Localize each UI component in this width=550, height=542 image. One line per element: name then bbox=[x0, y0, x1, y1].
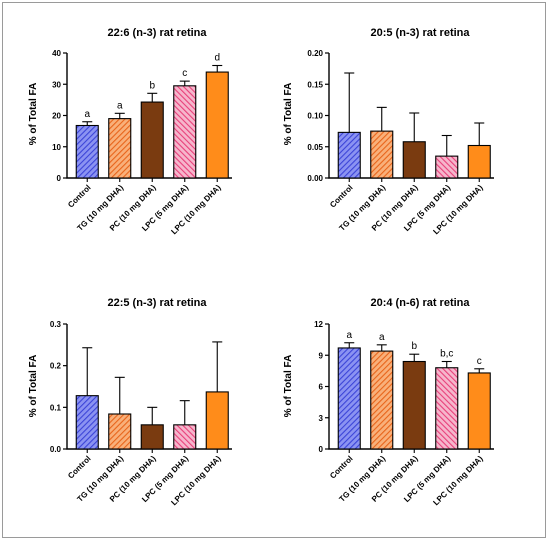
bar bbox=[467, 144, 491, 179]
significance-letter: b,c bbox=[440, 349, 453, 360]
bar bbox=[435, 367, 459, 450]
category-label: Control bbox=[328, 183, 354, 209]
category-label: Control bbox=[66, 183, 92, 209]
y-tick-label: 0.3 bbox=[50, 320, 62, 329]
y-tick-label: 0 bbox=[57, 174, 62, 183]
bar bbox=[402, 360, 426, 450]
y-tick-label: 9 bbox=[319, 351, 324, 360]
chart-title: 22:6 (n-3) rat retina bbox=[107, 27, 207, 39]
chart-title: 20:4 (n-6) rat retina bbox=[370, 297, 470, 309]
chart-title: 20:5 (n-3) rat retina bbox=[370, 27, 470, 39]
chart-panel-22-6: 22:6 (n-3) rat retina % of Total FA 0 10 2… bbox=[28, 27, 232, 236]
bar bbox=[370, 130, 394, 179]
chart-panel-22-5: 22:5 (n-3) rat retina % of Total FA 0.00… bbox=[28, 297, 232, 507]
bar bbox=[337, 131, 361, 179]
error-bars bbox=[82, 64, 223, 126]
y-axis-label: % of Total FA bbox=[283, 83, 294, 146]
significance-letter: c bbox=[182, 68, 187, 79]
significance-letter: b bbox=[149, 80, 155, 91]
y-tick-label: 0.20 bbox=[307, 49, 323, 58]
y-tick-label: 10 bbox=[52, 143, 61, 152]
bar bbox=[402, 141, 426, 179]
y-axis-label: % of Total FA bbox=[283, 355, 294, 418]
significance-letter: b bbox=[411, 341, 417, 352]
bar bbox=[108, 118, 132, 179]
bar bbox=[205, 391, 229, 450]
chart-title: 22:5 (n-3) rat retina bbox=[107, 297, 207, 309]
error-bars bbox=[344, 342, 485, 373]
significance-letters: a a b c d bbox=[84, 53, 220, 120]
bar bbox=[435, 155, 459, 179]
y-tick-label: 0.2 bbox=[50, 362, 62, 371]
y-tick-label: 3 bbox=[319, 414, 324, 423]
bar bbox=[173, 85, 197, 179]
y-ticks: 0.0 0.1 0.2 0.3 bbox=[50, 320, 67, 454]
y-axis-label: % of Total FA bbox=[28, 355, 39, 418]
bar bbox=[75, 124, 99, 179]
category-label: Control bbox=[66, 454, 92, 480]
y-tick-label: 0.1 bbox=[50, 403, 62, 412]
bar bbox=[337, 347, 361, 450]
bar bbox=[370, 350, 394, 450]
significance-letter: a bbox=[117, 100, 123, 111]
significance-letter: a bbox=[379, 332, 385, 343]
significance-letter: c bbox=[477, 356, 482, 367]
category-label: Control bbox=[328, 454, 354, 480]
significance-letter: d bbox=[214, 53, 220, 64]
y-tick-label: 0.0 bbox=[50, 445, 62, 454]
bar bbox=[467, 372, 491, 450]
y-tick-label: 0.15 bbox=[307, 80, 323, 89]
y-tick-label: 30 bbox=[52, 80, 61, 89]
significance-letter: a bbox=[346, 330, 352, 341]
bar bbox=[140, 101, 164, 179]
bar bbox=[75, 395, 99, 450]
bar bbox=[140, 424, 164, 450]
y-axis-label: % of Total FA bbox=[28, 83, 39, 146]
bars bbox=[75, 391, 229, 450]
y-tick-label: 0 bbox=[319, 445, 324, 454]
bar bbox=[173, 424, 197, 450]
y-tick-label: 6 bbox=[319, 383, 324, 392]
y-ticks: 0 3 6 9 12 bbox=[314, 320, 329, 454]
y-tick-label: 40 bbox=[52, 49, 61, 58]
y-ticks: 0.00 0.05 0.10 0.15 0.20 bbox=[307, 49, 329, 183]
error-bars bbox=[82, 341, 223, 425]
bars bbox=[337, 347, 491, 450]
bars bbox=[75, 71, 229, 179]
bar bbox=[108, 413, 132, 450]
significance-letters: a a b b,c c bbox=[346, 330, 481, 367]
chart-panel-20-5: 20:5 (n-3) rat retina % of Total FA 0.00… bbox=[283, 27, 494, 236]
y-tick-label: 0.00 bbox=[307, 174, 323, 183]
y-tick-label: 12 bbox=[314, 320, 323, 329]
bar bbox=[205, 71, 229, 179]
y-tick-label: 0.05 bbox=[307, 143, 323, 152]
error-bars bbox=[344, 72, 485, 157]
chart-panel-20-4: 20:4 (n-6) rat retina % of Total FA 0 3 6 9… bbox=[283, 297, 494, 507]
y-tick-label: 20 bbox=[52, 112, 61, 121]
y-tick-label: 0.10 bbox=[307, 112, 323, 121]
significance-letter: a bbox=[84, 109, 90, 120]
y-ticks: 0 10 20 30 40 bbox=[52, 49, 67, 183]
